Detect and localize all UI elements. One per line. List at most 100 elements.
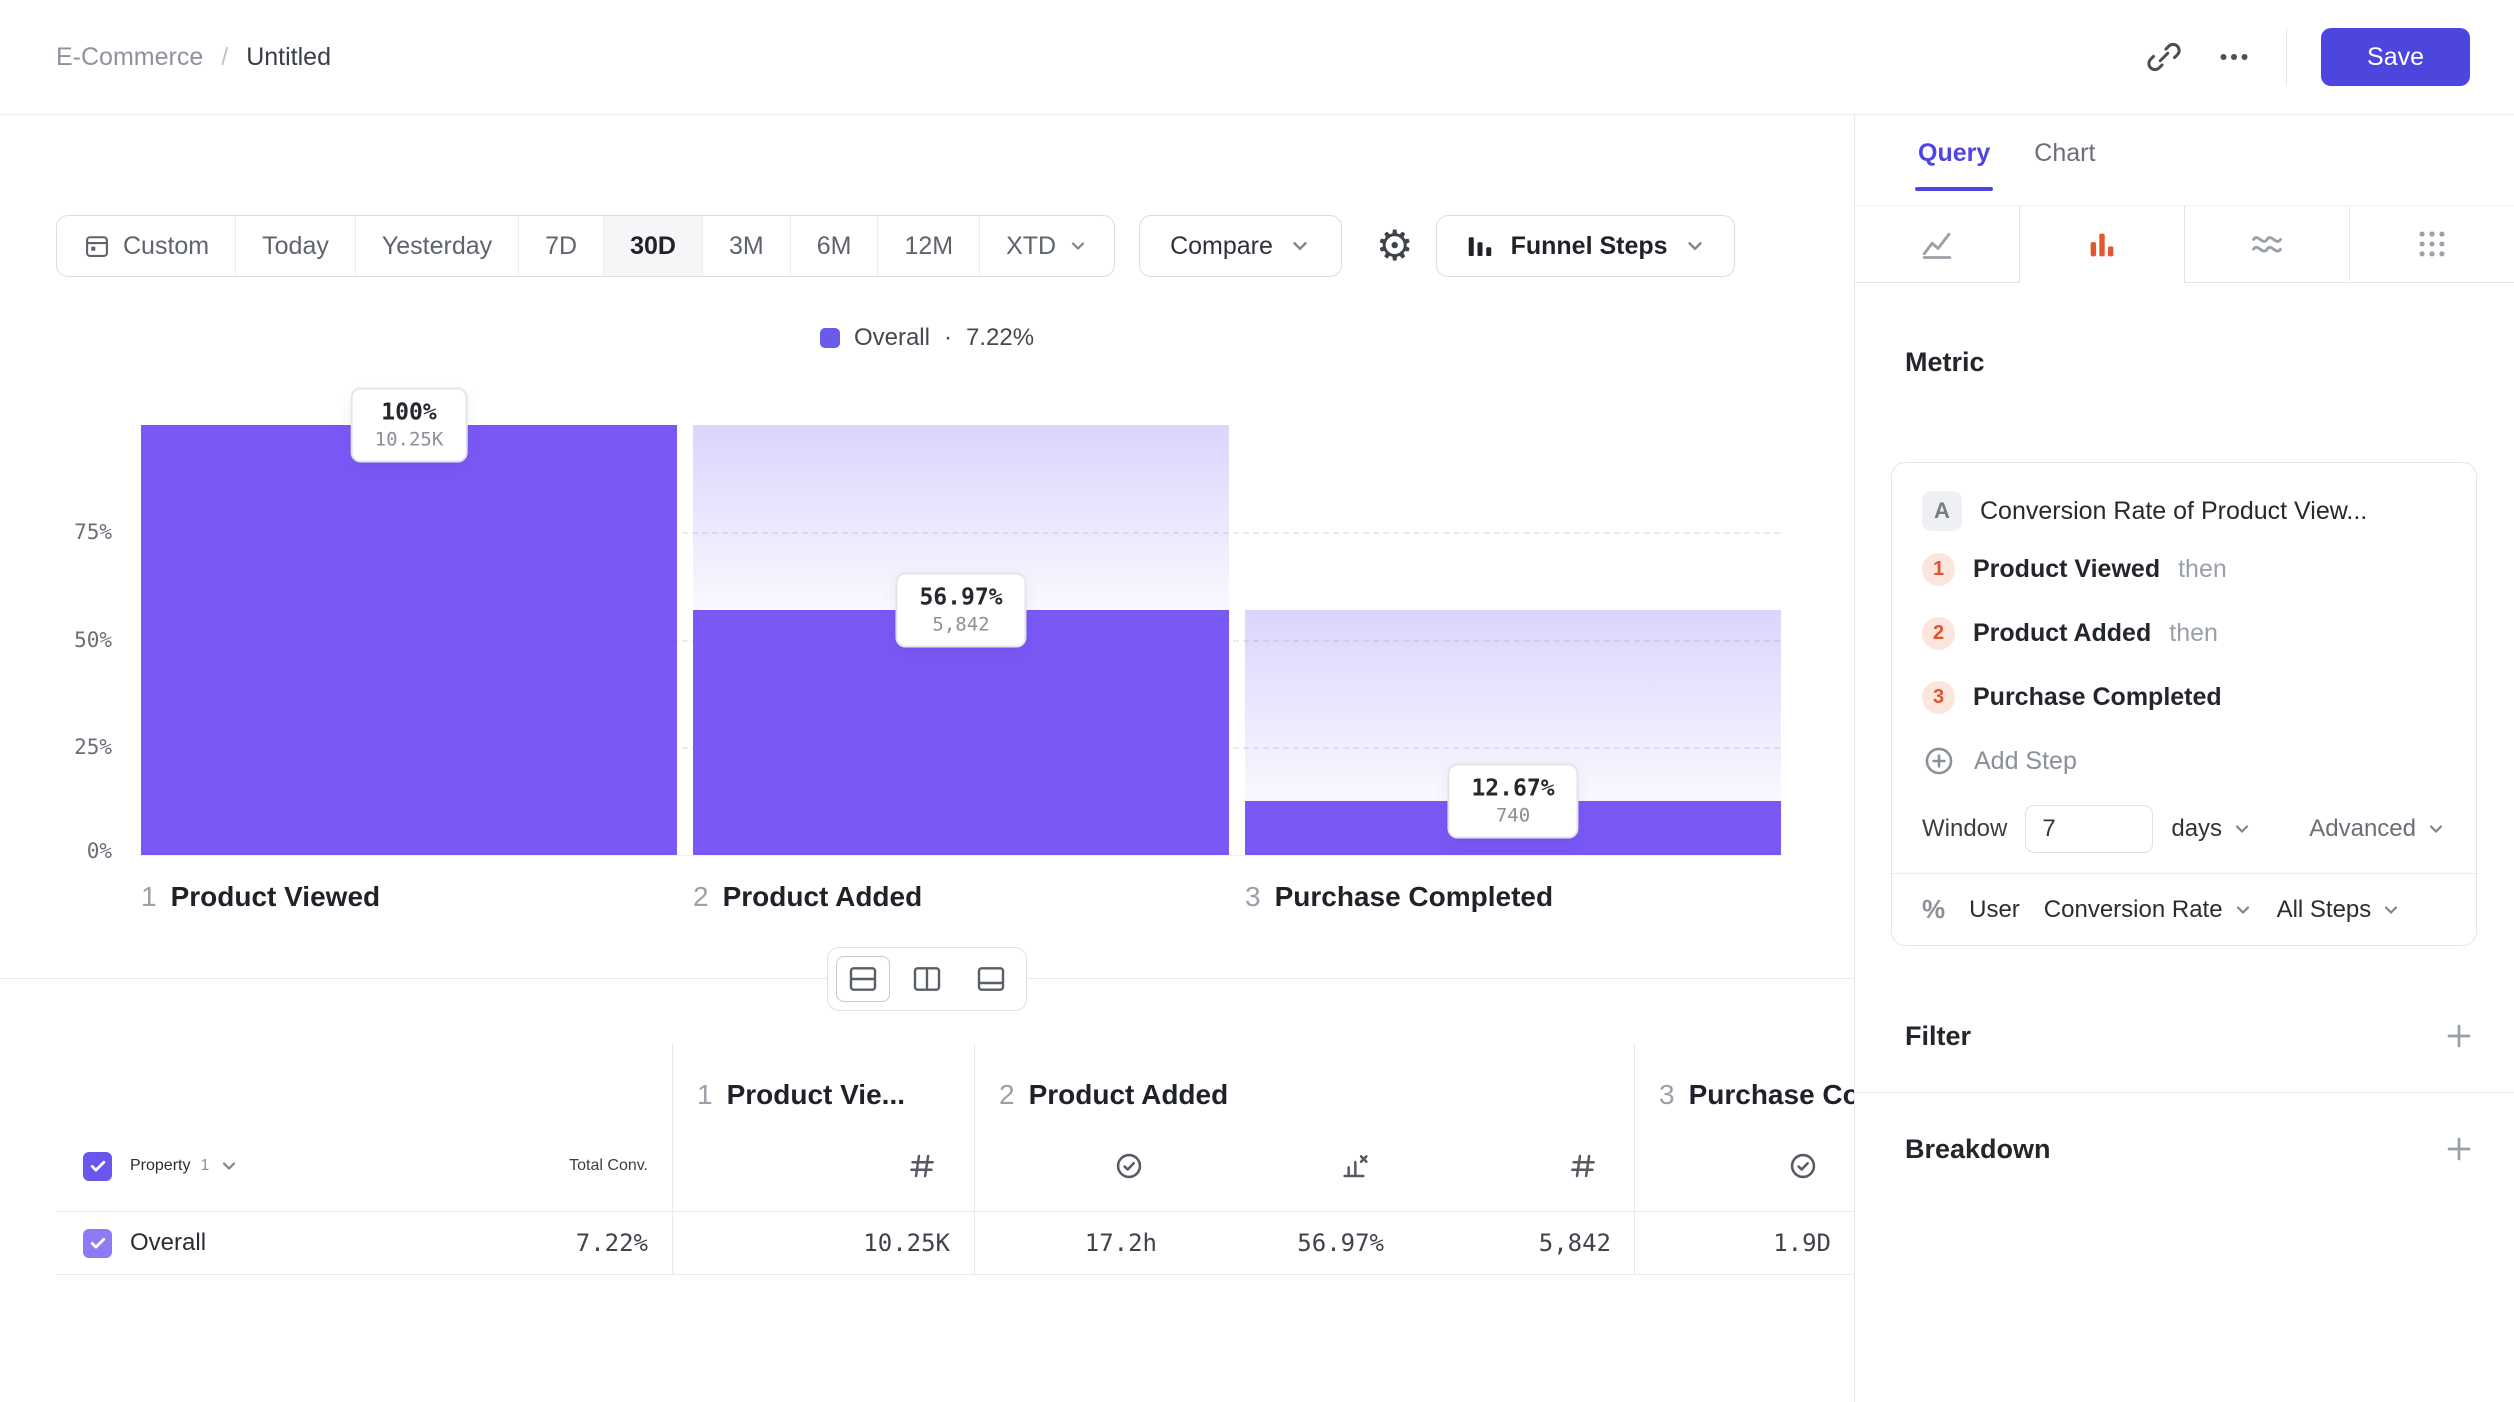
- range-3m-button[interactable]: 3M: [701, 216, 790, 276]
- split-rows-icon: [847, 964, 879, 994]
- cell-step-1-count: 10.25K: [673, 1211, 974, 1275]
- save-button[interactable]: Save: [2321, 28, 2470, 86]
- add-breakdown-button[interactable]: [2444, 1134, 2474, 1164]
- breadcrumb-project[interactable]: E-Commerce: [56, 42, 204, 71]
- view-toggle-split-columns[interactable]: [900, 956, 954, 1002]
- chart-legend[interactable]: Overall · 7.22%: [0, 323, 1854, 353]
- view-toggle-split-rows[interactable]: [836, 955, 890, 1002]
- range-today-button[interactable]: Today: [235, 216, 355, 276]
- chart-style-line[interactable]: [1855, 206, 2019, 283]
- clock-check-icon[interactable]: [1773, 1150, 1833, 1182]
- chevron-down-icon: [1684, 235, 1706, 257]
- row-label: Overall: [130, 1229, 207, 1256]
- gridline-0: [141, 855, 1780, 856]
- table-row[interactable]: Overall 7.22%: [56, 1211, 672, 1275]
- measure-entity[interactable]: User: [1969, 895, 2020, 923]
- link-icon: [2146, 39, 2182, 75]
- copy-link-button[interactable]: [2146, 39, 2182, 75]
- column-step-number: 3: [1659, 1079, 1675, 1110]
- property-header: Property 1 Total Conv.: [56, 1121, 672, 1211]
- total-conv-header: Total Conv.: [569, 1157, 648, 1174]
- y-axis-tick: 25%: [74, 735, 112, 759]
- measure-metric-select[interactable]: Conversion Rate: [2044, 896, 2253, 924]
- property-dropdown[interactable]: Property 1: [130, 1156, 239, 1176]
- table-column-step-2: 2 Product Added: [975, 1043, 1635, 1275]
- compare-button[interactable]: Compare: [1139, 215, 1342, 277]
- x-axis-label-step-2: 2 Product Added: [693, 881, 922, 913]
- cell-step-2-rate: 56.97%: [1297, 1229, 1384, 1257]
- cells-step-2: 17.2h 56.97% 5,842: [975, 1211, 1634, 1275]
- line-chart-icon: [1919, 226, 1955, 262]
- gear-icon: ⚙: [1375, 221, 1414, 270]
- bottom-panel-icon: [975, 964, 1007, 994]
- funnel-step-row-2[interactable]: 2 Product Added then: [1922, 601, 2446, 665]
- funnel-bars-icon: [1465, 231, 1495, 261]
- step-event-name: Purchase Completed: [1973, 682, 2222, 711]
- column-header-step-3: 3 Purchase Completed: [1635, 1043, 1854, 1121]
- add-filter-button[interactable]: [2444, 1021, 2474, 1051]
- step-number: 2: [693, 881, 709, 912]
- table-divider: [0, 946, 1854, 1011]
- range-7d-button[interactable]: 7D: [518, 216, 603, 276]
- view-toggle-bottom-panel[interactable]: [964, 956, 1018, 1002]
- window-value-input[interactable]: [2025, 805, 2154, 853]
- metric-card: A Conversion Rate of Product View... 1 P…: [1891, 462, 2477, 946]
- chart-style-tabs: [1855, 205, 2514, 283]
- step-badge: 3: [1922, 680, 1955, 714]
- row-checkbox[interactable]: [83, 1228, 112, 1258]
- tab-query[interactable]: Query: [1914, 115, 1994, 191]
- funnel-step-row-1[interactable]: 1 Product Viewed then: [1922, 537, 2446, 601]
- metric-card-title-row[interactable]: A Conversion Rate of Product View...: [1922, 485, 2446, 537]
- date-range-toolbar: Custom Today Yesterday 7D 30D 3M 6M 12M …: [56, 215, 1854, 277]
- table-column-property: Property 1 Total Conv. Overall: [56, 1043, 673, 1275]
- metric-icons-step-1: [673, 1121, 974, 1211]
- range-30d-button[interactable]: 30D: [603, 216, 702, 276]
- hash-icon[interactable]: [1553, 1151, 1613, 1181]
- metric-icons-step-3: [1635, 1121, 1854, 1211]
- range-12m-button[interactable]: 12M: [877, 216, 979, 276]
- chart-style-funnel-bars[interactable]: [2019, 206, 2185, 283]
- window-unit-label: days: [2171, 815, 2223, 842]
- funnel-bar-step-1[interactable]: [141, 425, 677, 855]
- range-yesterday-button[interactable]: Yesterday: [354, 216, 518, 276]
- window-label: Window: [1922, 815, 2008, 842]
- measure-scope-select[interactable]: All Steps: [2277, 896, 2402, 924]
- chart-type-button[interactable]: Funnel Steps: [1435, 215, 1735, 277]
- percent-icon: %: [1922, 894, 1946, 924]
- legend-series-name: Overall: [853, 324, 930, 351]
- funnel-bar-converted-segment: [141, 425, 677, 855]
- breakdown-heading: Breakdown: [1905, 1133, 2051, 1164]
- cell-step-3-time: 1.9D: [1635, 1211, 1854, 1275]
- checkbox-check-icon: [88, 1156, 108, 1176]
- chevron-down-icon: [1068, 236, 1088, 256]
- chart-dropoff-icon[interactable]: [1326, 1150, 1386, 1182]
- step-name: Product Added: [722, 881, 923, 912]
- tab-chart[interactable]: Chart: [2034, 115, 2095, 191]
- chevron-down-icon: [1289, 235, 1311, 257]
- chart-settings-button[interactable]: ⚙: [1376, 225, 1414, 267]
- range-xtd-label: XTD: [1006, 231, 1057, 260]
- add-step-button[interactable]: Add Step: [1922, 729, 2077, 793]
- select-all-checkbox[interactable]: [83, 1151, 112, 1181]
- funnel-step-row-3[interactable]: 3 Purchase Completed: [1922, 665, 2446, 729]
- more-options-button[interactable]: [2216, 39, 2252, 75]
- chart-style-flow[interactable]: [2185, 206, 2349, 283]
- advanced-toggle[interactable]: Advanced: [2309, 815, 2446, 843]
- plus-icon: [2444, 1021, 2474, 1051]
- report-title[interactable]: Untitled: [246, 42, 331, 71]
- plus-icon: [2444, 1134, 2474, 1164]
- window-unit-select[interactable]: days: [2171, 815, 2252, 843]
- column-header-step-2: 2 Product Added: [975, 1043, 1634, 1121]
- clock-check-icon[interactable]: [1099, 1150, 1159, 1182]
- range-6m-button[interactable]: 6M: [789, 216, 878, 276]
- legend-swatch: [819, 328, 840, 348]
- table-column-step-1: 1 Product Vie... 10.25K: [673, 1043, 975, 1275]
- column-step-name: Product Vie...: [726, 1079, 905, 1110]
- range-custom-button[interactable]: Custom: [57, 216, 235, 276]
- range-xtd-button[interactable]: XTD: [979, 216, 1114, 276]
- tooltip-percent: 100%: [381, 399, 437, 426]
- hash-icon[interactable]: [892, 1151, 952, 1181]
- table-column-step-3: 3 Purchase Completed 1.9D: [1635, 1043, 1854, 1275]
- chart-style-grid[interactable]: [2349, 206, 2514, 283]
- y-axis-tick: 0%: [86, 839, 112, 863]
